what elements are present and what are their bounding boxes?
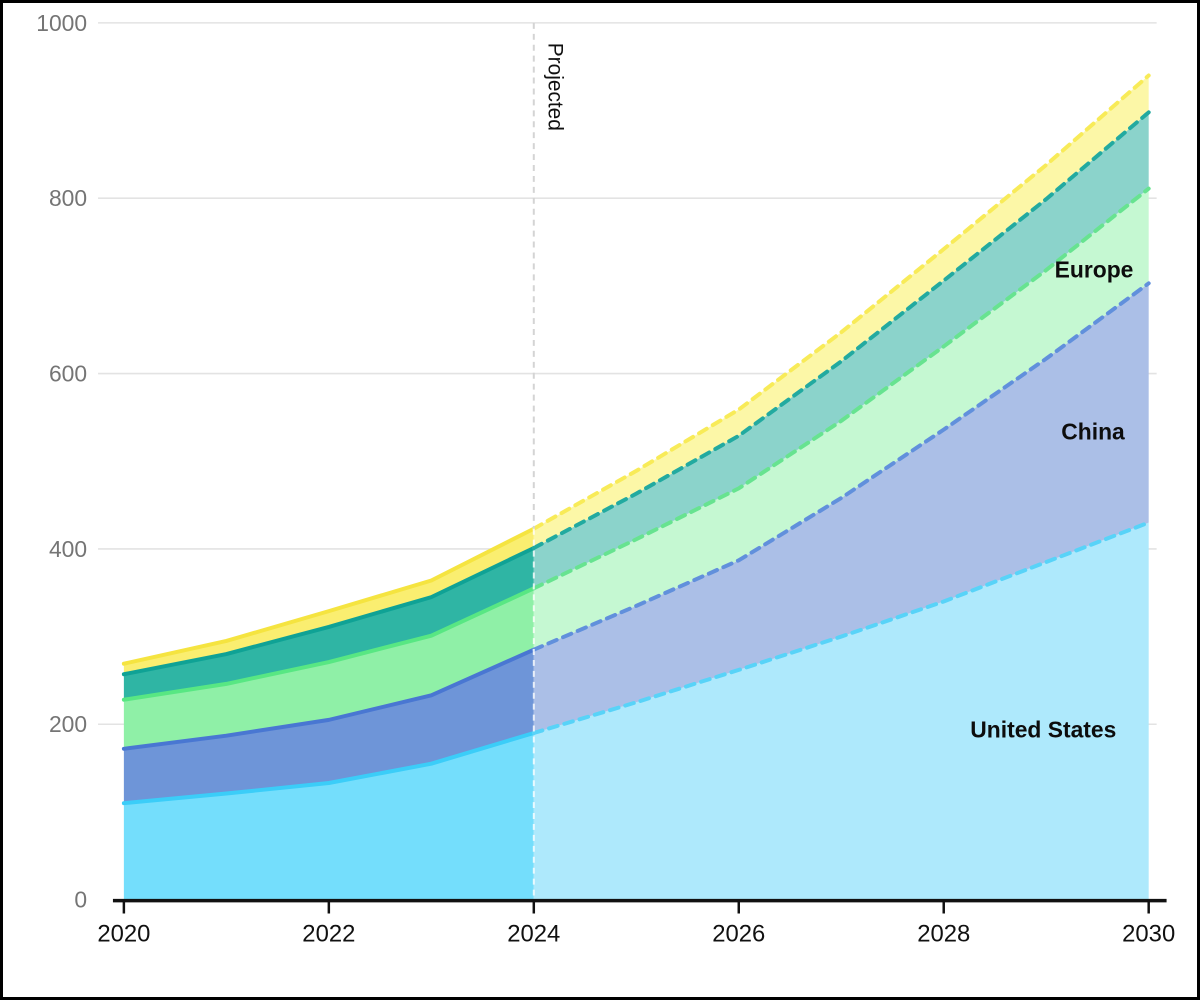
line-projected-united-states xyxy=(531,520,1151,735)
y-axis-tick-labels: 0 200 400 600 800 1000 xyxy=(36,10,87,913)
boundary-lines xyxy=(121,73,1151,806)
area-historical-unlabeled xyxy=(123,548,534,700)
y-tick-label: 800 xyxy=(49,185,87,211)
area-historical-united-states xyxy=(123,732,534,900)
x-tick-label: 2020 xyxy=(97,920,150,947)
line-historical-united-states xyxy=(121,731,536,806)
area-historical-china xyxy=(123,649,534,804)
line-projected-china xyxy=(531,281,1151,652)
y-tick-label: 400 xyxy=(49,536,87,562)
y-tick-label: 200 xyxy=(49,711,87,737)
y-tick-label: 1000 xyxy=(36,10,87,36)
area-historical-europe xyxy=(123,588,534,749)
line-projected-europe xyxy=(531,186,1151,591)
x-axis-tick-labels: 2020 2022 2024 2026 2028 2030 xyxy=(97,900,1175,947)
line-historical-unlabeled xyxy=(121,546,536,677)
line-historical-china xyxy=(121,647,536,751)
x-tick-label: 2022 xyxy=(302,920,355,947)
projected-label: Projected xyxy=(543,43,566,131)
y-tick-label: 600 xyxy=(49,361,87,387)
area-historical-unlabeled xyxy=(123,528,534,675)
line-historical-unlabeled xyxy=(121,526,536,666)
x-tick-label: 2030 xyxy=(1122,920,1175,947)
line-projected-unlabeled xyxy=(531,73,1151,531)
area-projected-unlabeled xyxy=(533,75,1149,549)
area-projected-united-states xyxy=(533,522,1149,900)
area-fills xyxy=(123,75,1149,900)
x-tick-label: 2024 xyxy=(507,920,560,947)
area-projected-europe xyxy=(533,188,1149,650)
series-label-united-states: United States xyxy=(970,717,1116,743)
x-tick-label: 2026 xyxy=(712,920,765,947)
area-projected-unlabeled xyxy=(533,112,1149,589)
series-label-europe: Europe xyxy=(1055,256,1134,282)
line-historical-europe xyxy=(121,586,536,702)
series-labels: Europe China United States xyxy=(970,256,1133,742)
series-label-china: China xyxy=(1061,418,1125,444)
line-projected-unlabeled xyxy=(531,110,1151,550)
x-tick-label: 2028 xyxy=(917,920,970,947)
y-tick-label: 0 xyxy=(74,887,87,913)
